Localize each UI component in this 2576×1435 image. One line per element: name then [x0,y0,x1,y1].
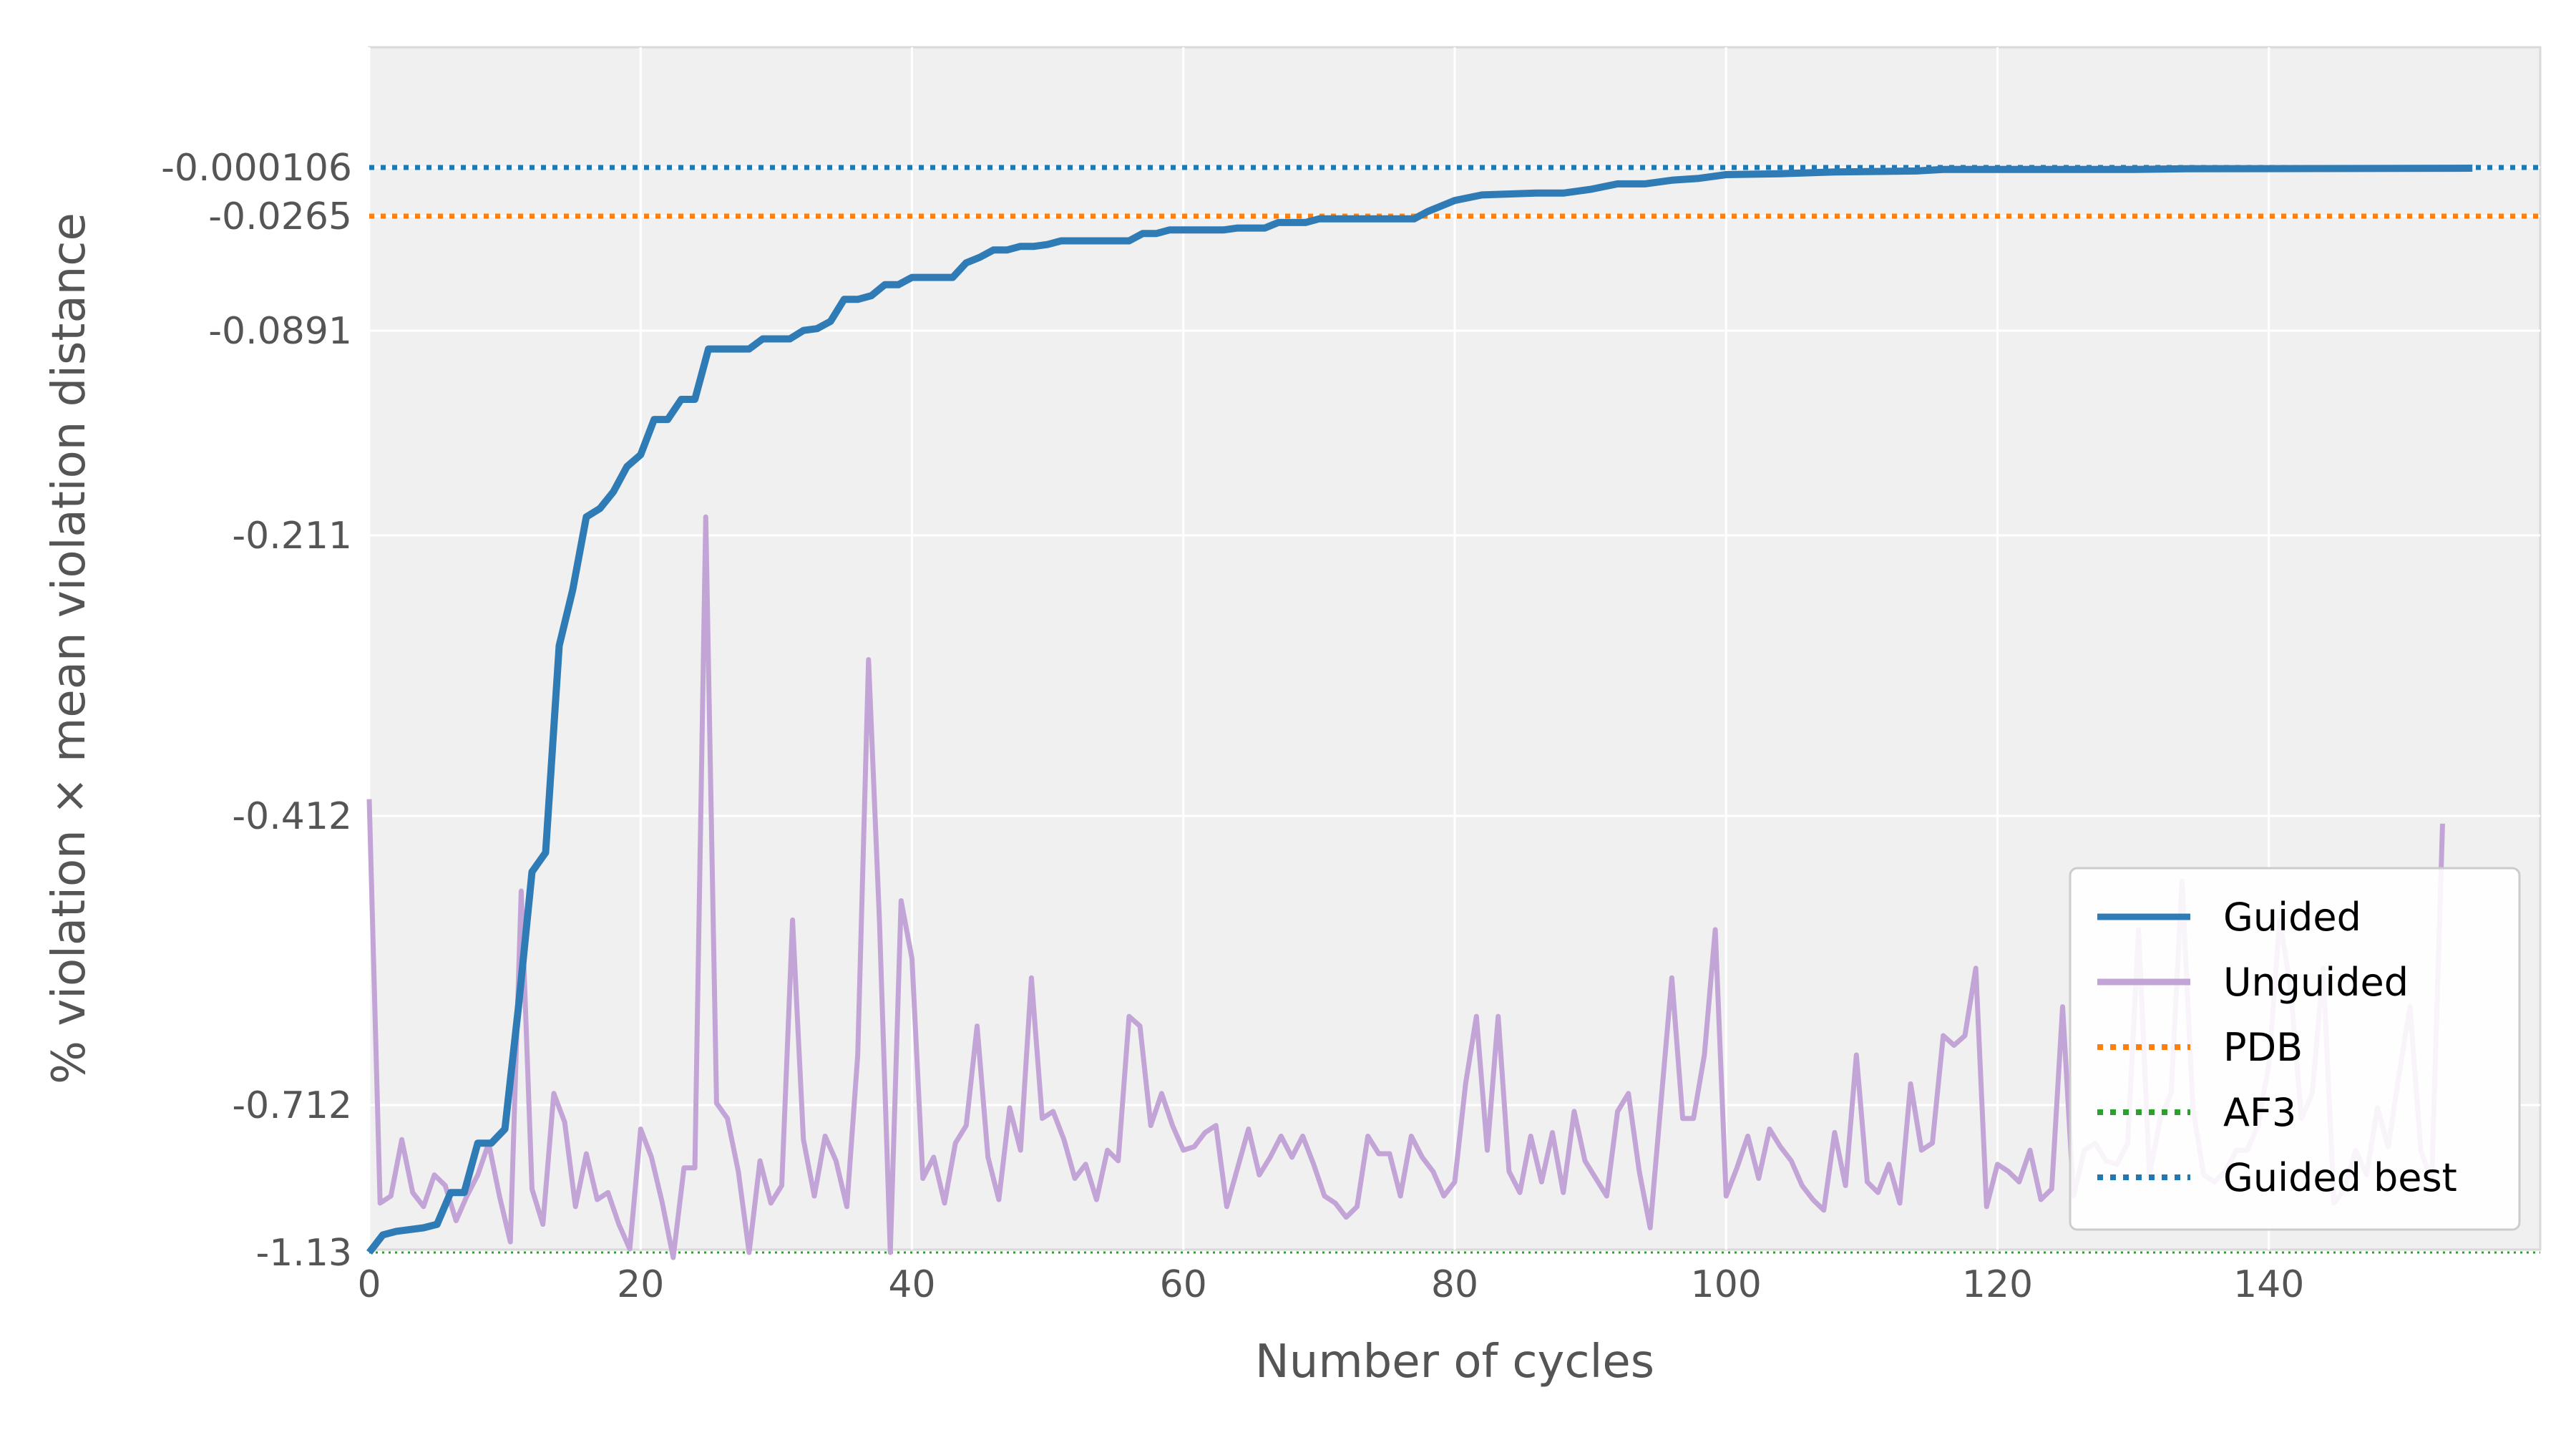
y-tick-label: -0.000106 [161,147,352,190]
x-tick-label: 60 [1160,1263,1207,1306]
y-tick-label: -1.13 [255,1232,352,1275]
y-tick-label: -0.712 [232,1084,352,1127]
x-tick-label: 80 [1431,1263,1478,1306]
legend-label: Unguided [2223,960,2409,1005]
y-axis-label: % violation × mean violation distance [43,213,96,1084]
y-tick-label: -0.412 [232,795,352,838]
x-tick-label: 120 [1962,1263,2033,1306]
x-tick-label: 100 [1691,1263,1762,1306]
x-tick-label: 40 [888,1263,935,1306]
series-line-guided [366,165,2473,1255]
y-tick-label: -0.0265 [208,195,352,238]
x-axis-label: Number of cycles [1255,1336,1654,1388]
legend-label: Guided best [2223,1155,2457,1200]
legend-label: PDB [2223,1025,2303,1070]
legend-box [2069,867,2521,1231]
legend-label: AF3 [2223,1090,2296,1135]
y-tick-labels: -0.000106 -0.0265 -0.0891 -0.211 -0.412 -0.71… [161,147,352,1275]
x-tick-label: 140 [2233,1263,2304,1306]
x-tick-label: 0 [357,1263,381,1306]
x-tick-label: 20 [617,1263,664,1306]
y-tick-label: -0.0891 [208,310,352,353]
x-tick-labels: 0 20 40 60 80 100 120 140 [357,1263,2304,1306]
grid-lines [368,47,2540,1254]
legend-label: Guided [2223,895,2361,940]
legend: Guided Unguided PDB AF3 Guided best [2069,867,2521,1231]
y-tick-label: -0.211 [232,515,352,558]
